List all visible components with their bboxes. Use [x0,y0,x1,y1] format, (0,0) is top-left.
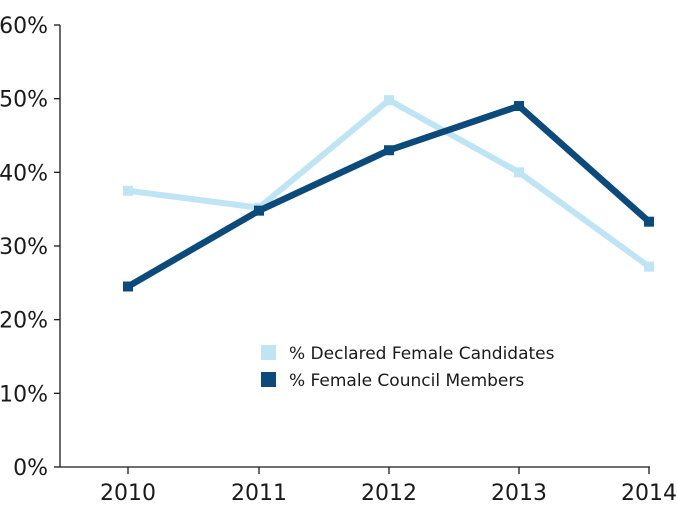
legend-swatch [261,372,276,387]
series-0-point [514,167,524,178]
legend: % Declared Female Candidates % Female Cou… [261,344,555,391]
axes [54,24,650,474]
x-tick-label: 2014 [621,481,677,506]
y-tick-label: 20% [0,309,48,334]
x-tick-label: 2013 [491,481,547,506]
series-0-point [384,95,394,106]
y-tick-label: 30% [0,235,48,260]
x-tick-label: 2012 [361,481,417,506]
y-tick-labels: 0% 10% 20% 30% 40% 50% 60% [0,14,48,481]
x-tick-label: 2011 [231,481,287,506]
series-1-point [514,101,524,112]
series-group [123,95,654,292]
legend-label: % Female Council Members [289,371,524,391]
series-1-point [254,205,264,216]
x-tick-labels: 2010 2011 2012 2013 2014 [100,481,677,506]
x-tick-label: 2010 [100,481,156,506]
y-tick-label: 60% [0,14,48,39]
y-tick-label: 0% [13,456,48,481]
series-1-point [123,281,133,292]
y-tick-label: 50% [0,88,48,113]
series-1-point [644,216,654,227]
series-1-point [384,145,394,156]
y-tick-label: 10% [0,382,48,407]
legend-label: % Declared Female Candidates [289,344,555,364]
series-0-point [123,185,133,196]
y-tick-label: 40% [0,161,48,186]
series-line-1 [123,102,654,291]
legend-swatch [261,345,276,360]
series-0-point [644,261,654,272]
